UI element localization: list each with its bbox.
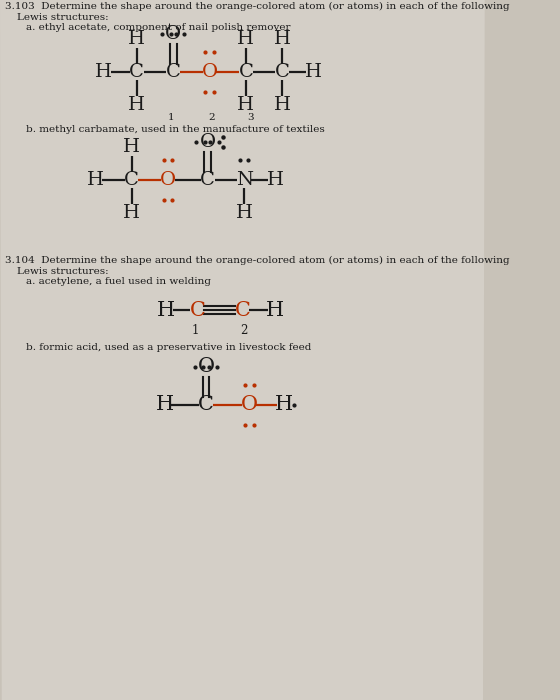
Text: a. acetylene, a fuel used in welding: a. acetylene, a fuel used in welding: [26, 277, 211, 286]
Text: H: H: [128, 96, 145, 114]
Text: C: C: [189, 300, 206, 319]
Text: H: H: [128, 30, 145, 48]
Text: H: H: [123, 204, 140, 222]
Text: O: O: [202, 63, 217, 81]
Text: H: H: [305, 63, 322, 81]
Text: C: C: [124, 171, 139, 189]
Text: C: C: [166, 63, 180, 81]
Text: H: H: [274, 96, 291, 114]
Text: O: O: [165, 25, 181, 43]
Polygon shape: [0, 0, 485, 700]
Text: H: H: [275, 395, 293, 414]
Text: H: H: [123, 138, 140, 156]
Text: H: H: [237, 96, 254, 114]
Text: 3.104  Determine the shape around the orange-colored atom (or atoms) in each of : 3.104 Determine the shape around the ora…: [5, 256, 510, 265]
Text: N: N: [236, 171, 253, 189]
Text: O: O: [241, 395, 258, 414]
Text: C: C: [235, 300, 250, 319]
Text: 1: 1: [192, 323, 199, 337]
Text: H: H: [237, 30, 254, 48]
Text: 1: 1: [168, 113, 175, 122]
Text: H: H: [157, 300, 175, 319]
Text: C: C: [129, 63, 144, 81]
Text: Lewis structures:: Lewis structures:: [17, 267, 109, 276]
Text: 3: 3: [248, 113, 254, 122]
Text: H: H: [274, 30, 291, 48]
Text: H: H: [266, 300, 284, 319]
Text: H: H: [95, 63, 113, 81]
Text: b. formic acid, used as a preservative in livestock feed: b. formic acid, used as a preservative i…: [26, 343, 311, 352]
Text: C: C: [275, 63, 290, 81]
Text: H: H: [87, 171, 104, 189]
Text: a. ethyl acetate, component of nail polish remover: a. ethyl acetate, component of nail poli…: [26, 23, 291, 32]
Text: 2: 2: [240, 323, 248, 337]
Text: O: O: [160, 171, 176, 189]
Text: H: H: [155, 395, 174, 414]
Text: 2: 2: [208, 113, 214, 122]
Text: Lewis structures:: Lewis structures:: [17, 13, 109, 22]
Text: O: O: [198, 358, 214, 377]
Text: b. methyl carbamate, used in the manufacture of textiles: b. methyl carbamate, used in the manufac…: [26, 125, 325, 134]
Text: H: H: [267, 171, 284, 189]
Text: C: C: [200, 171, 215, 189]
Text: 3.103  Determine the shape around the orange-colored atom (or atoms) in each of : 3.103 Determine the shape around the ora…: [5, 2, 510, 11]
Text: C: C: [239, 63, 253, 81]
Text: C: C: [198, 395, 214, 414]
Text: H: H: [236, 204, 253, 222]
Text: O: O: [200, 133, 216, 151]
